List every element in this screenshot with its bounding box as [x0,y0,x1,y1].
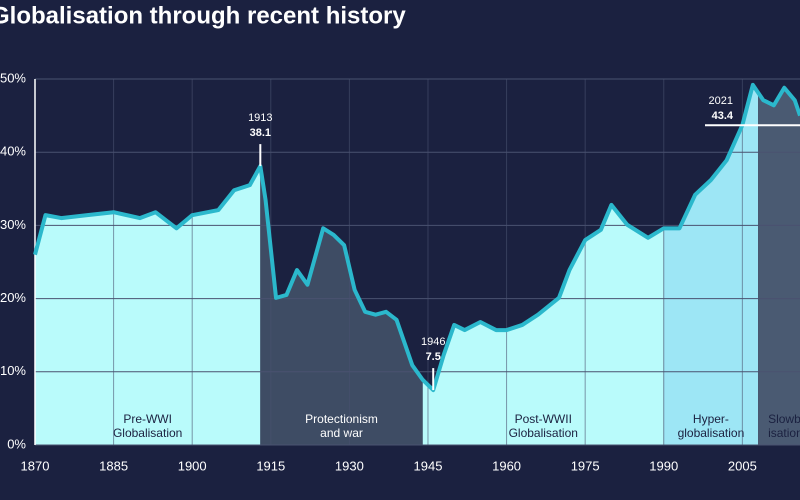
y-tick-label: 40% [0,144,26,159]
chart-title: Globalisation through recent history [0,2,406,29]
annotation-value: 43.4 [712,110,734,122]
region-fill [758,87,800,445]
annotation-year: 1946 [421,336,445,348]
x-tick-label: 1975 [571,458,600,473]
x-tick-label: 1930 [335,458,364,473]
region-label: Globalisation [113,426,182,440]
y-tick-label: 0% [7,436,26,451]
x-tick-label: 1960 [492,458,521,473]
y-tick-label: 20% [0,290,26,305]
y-tick-label: 50% [0,70,26,85]
annotation-value: 38.1 [250,127,271,139]
region-label: Slowb [768,412,800,426]
x-tick-label: 1990 [649,458,678,473]
region-fill [422,204,664,445]
region-label: isation [768,426,800,440]
x-tick-label: 1870 [21,458,50,473]
annotation-value: 7.5 [426,351,441,363]
region-label: globalisation [678,426,745,440]
x-tick-label: 1945 [414,458,443,473]
region-label: Hyper- [693,412,729,426]
x-tick-label: 1885 [99,458,128,473]
x-tick-label: 1915 [256,458,285,473]
region-fill [260,166,423,445]
x-tick-label: 1900 [178,458,207,473]
x-tick-label: 2005 [728,458,757,473]
region-fill [663,84,759,445]
annotation-year: 1913 [248,112,272,124]
region-label: Post-WWII [515,412,572,426]
y-tick-label: 30% [0,217,26,232]
annotation-year: 2021 [709,95,733,107]
region-fill [35,166,261,445]
region-label: Pre-WWI [123,412,172,426]
region-label: and war [320,426,363,440]
region-label: Protectionism [305,412,378,426]
region-label: Globalisation [509,426,578,440]
series-line [33,82,800,393]
y-tick-label: 10% [0,363,26,378]
